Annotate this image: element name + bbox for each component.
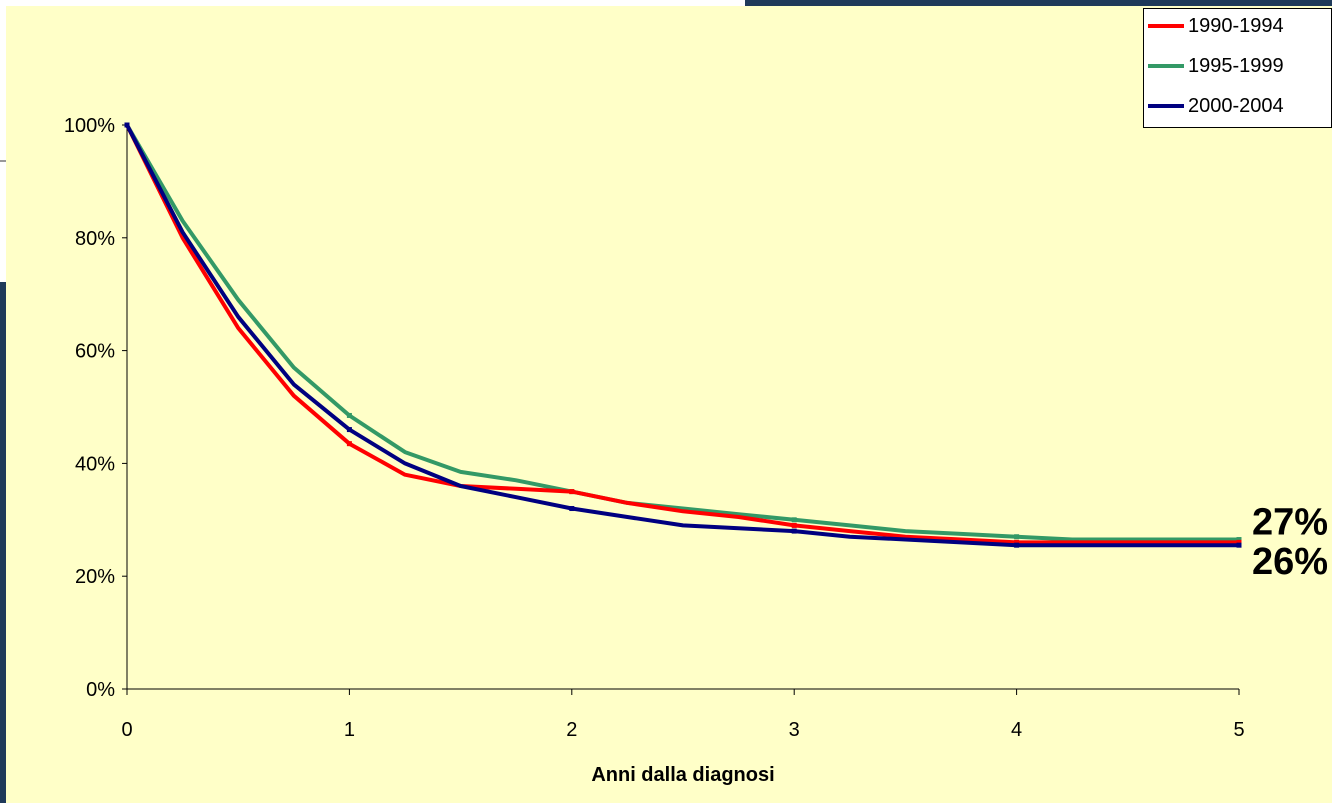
axes: 0% 20% 40% 60% 80% 100% 0 1 2 3 4 5 xyxy=(64,115,1245,741)
y-tick-label: 80% xyxy=(75,228,115,250)
x-tick-label: 4 xyxy=(1011,719,1022,741)
legend-label: 1990-1994 xyxy=(1188,14,1284,37)
chart-panel: 0% 20% 40% 60% 80% 100% 0 1 2 3 4 5 Anni dalla dia… xyxy=(6,6,1332,803)
legend-item-2000-2004: 2000-2004 xyxy=(1148,91,1284,121)
end-label-26: 26% xyxy=(1252,541,1328,583)
x-tick-label: 5 xyxy=(1233,719,1244,741)
legend-label: 2000-2004 xyxy=(1188,94,1284,117)
x-tick-label: 3 xyxy=(789,719,800,741)
series-point-1995-1999 xyxy=(1236,537,1242,543)
legend-label: 1995-1999 xyxy=(1188,54,1284,77)
series-line-1990-1994 xyxy=(125,124,1239,545)
y-tick-label: 40% xyxy=(75,453,115,475)
legend: 1990-1994 1995-1999 2000-2004 xyxy=(1143,8,1332,128)
series-point-1990-1994 xyxy=(1014,539,1020,545)
legend-swatch-1990-1994 xyxy=(1148,24,1184,28)
series-lines xyxy=(124,122,1242,548)
series-point-1995-1999 xyxy=(791,517,797,523)
x-tick-label: 0 xyxy=(121,719,132,741)
series-point-2000-2004 xyxy=(791,528,797,534)
legend-swatch-2000-2004 xyxy=(1148,104,1184,108)
survival-line-chart: 0% 20% 40% 60% 80% 100% 0 1 2 3 4 5 Anni dalla dia… xyxy=(64,115,1328,786)
legend-item-1990-1994: 1990-1994 xyxy=(1148,11,1284,41)
y-tick-label: 20% xyxy=(75,566,115,588)
legend-swatch-1995-1999 xyxy=(1148,64,1184,68)
series-point-2000-2004 xyxy=(124,122,130,128)
y-tick-label: 0% xyxy=(86,679,115,701)
series-point-1990-1994 xyxy=(346,441,352,447)
legend-item-1995-1999: 1995-1999 xyxy=(1148,51,1284,81)
y-ticks: 0% 20% 40% 60% 80% 100% xyxy=(64,115,127,701)
y-tick-label: 100% xyxy=(64,115,115,137)
series-line-1995-1999 xyxy=(125,123,1239,542)
x-tick-label: 1 xyxy=(344,719,355,741)
x-axis-title: Anni dalla diagnosi xyxy=(591,764,774,786)
slide-divider xyxy=(0,160,10,162)
series-point-1995-1999 xyxy=(346,412,352,418)
series-point-2000-2004 xyxy=(569,506,575,512)
series-point-2000-2004 xyxy=(346,427,352,433)
x-tick-label: 2 xyxy=(566,719,577,741)
series-point-2000-2004 xyxy=(1014,542,1020,548)
series-point-1990-1994 xyxy=(791,522,797,528)
series-point-1995-1999 xyxy=(1014,534,1020,540)
series-point-1990-1994 xyxy=(1236,539,1242,545)
x-ticks: 0 1 2 3 4 5 xyxy=(121,689,1245,741)
series-point-2000-2004 xyxy=(1236,542,1242,548)
series-point-1990-1994 xyxy=(569,489,575,495)
end-label-27: 27% xyxy=(1252,502,1328,544)
y-tick-label: 60% xyxy=(75,341,115,363)
series-line-2000-2004 xyxy=(125,124,1239,548)
